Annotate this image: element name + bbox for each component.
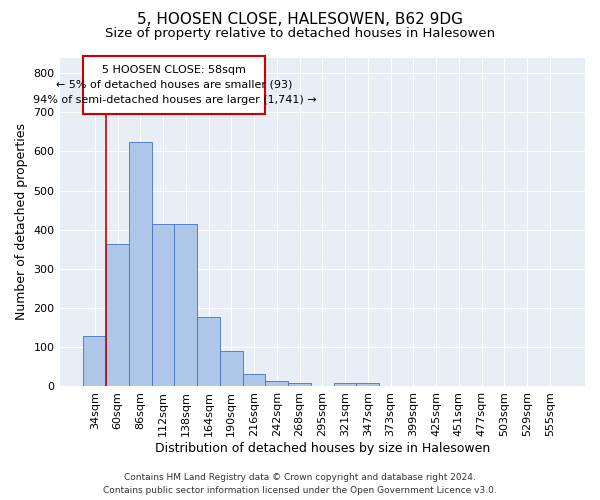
Bar [334, 382, 356, 386]
Bar [197, 317, 220, 386]
Y-axis label: Number of detached properties: Number of detached properties [15, 124, 28, 320]
Bar [356, 382, 379, 386]
Bar [242, 374, 265, 386]
Text: 5 HOOSEN CLOSE: 58sqm
← 5% of detached houses are smaller (93)
94% of semi-detac: 5 HOOSEN CLOSE: 58sqm ← 5% of detached h… [32, 65, 316, 104]
FancyBboxPatch shape [83, 56, 265, 114]
Bar [106, 244, 129, 386]
X-axis label: Distribution of detached houses by size in Halesowen: Distribution of detached houses by size … [155, 442, 490, 455]
Bar [175, 224, 197, 386]
Text: Contains HM Land Registry data © Crown copyright and database right 2024.
Contai: Contains HM Land Registry data © Crown c… [103, 474, 497, 495]
Bar [83, 336, 106, 386]
Bar [152, 224, 175, 386]
Bar [288, 382, 311, 386]
Bar [265, 380, 288, 386]
Text: Size of property relative to detached houses in Halesowen: Size of property relative to detached ho… [105, 28, 495, 40]
Text: 5, HOOSEN CLOSE, HALESOWEN, B62 9DG: 5, HOOSEN CLOSE, HALESOWEN, B62 9DG [137, 12, 463, 28]
Bar [129, 142, 152, 386]
Bar [220, 351, 242, 386]
